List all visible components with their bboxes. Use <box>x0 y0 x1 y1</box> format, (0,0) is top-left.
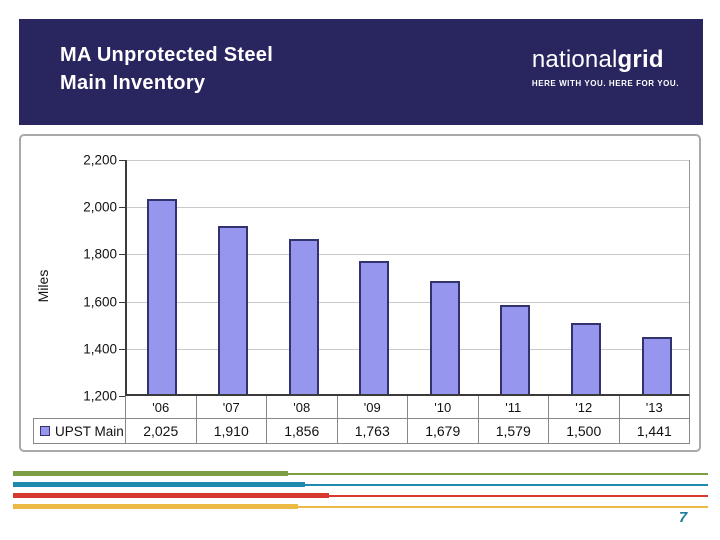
decorative-line-red <box>13 493 708 498</box>
bar-07 <box>217 226 248 394</box>
decorative-line-thin-segment <box>288 472 708 475</box>
slide-title-line1: MA Unprotected Steel <box>60 44 274 66</box>
x-category-label: '10 <box>408 396 479 418</box>
table-value-cell: 1,763 <box>338 419 408 443</box>
x-category-label: '11 <box>479 396 549 418</box>
bar-11 <box>500 304 531 394</box>
y-axis-tick-label: 2,200 <box>83 152 117 168</box>
gridline <box>127 160 689 161</box>
slide-title: MA Unprotected Steel Main Inventory <box>60 41 273 97</box>
logo-wordmark: nationalgrid <box>532 47 679 73</box>
decorative-line-thin-segment <box>329 494 708 497</box>
gridline <box>127 254 689 256</box>
slide-title-line2: Main Inventory <box>60 72 206 94</box>
bar-06 <box>147 199 178 394</box>
y-axis-tick-label: 1,800 <box>83 246 117 262</box>
decorative-line-thick-segment <box>13 493 329 498</box>
decorative-line-thin-segment <box>305 483 708 486</box>
x-category-label: '13 <box>620 396 690 418</box>
chart-container: Miles 2,200 2,000 1,800 1,600 1,400 1,200 '06… <box>19 134 701 452</box>
y-axis-tick-label: 1,600 <box>83 294 117 310</box>
y-axis-tick-mark <box>119 396 125 397</box>
decorative-line-yellow <box>13 504 708 509</box>
decorative-line-thin-segment <box>298 505 708 508</box>
bar-09 <box>359 261 390 394</box>
gridline <box>127 207 689 209</box>
national-grid-logo: nationalgrid HERE WITH YOU. HERE FOR YOU… <box>531 47 679 89</box>
bar-10 <box>429 280 460 394</box>
bar-08 <box>288 239 319 394</box>
bar-12 <box>571 323 602 394</box>
page-number: 7 <box>678 509 688 526</box>
table-value-cell: 1,500 <box>549 419 620 443</box>
gridline <box>127 301 689 303</box>
x-category-label: '07 <box>197 396 267 418</box>
y-axis-tick-label: 1,400 <box>83 341 117 357</box>
table-value-cell: 1,856 <box>267 419 338 443</box>
table-value-cell: 1,679 <box>408 419 479 443</box>
legend-cell: UPST Main <box>34 419 126 443</box>
x-category-label: '09 <box>338 396 408 418</box>
legend-series-label: UPST Main <box>55 423 124 439</box>
table-value-cell: 1,579 <box>479 419 549 443</box>
decorative-line-green <box>13 471 708 476</box>
table-value-cell: 1,910 <box>197 419 267 443</box>
y-axis-tick-mark <box>119 254 125 256</box>
logo-word-grid: grid <box>617 46 664 73</box>
y-axis-tick-label: 2,000 <box>83 199 117 215</box>
x-axis-category-row: '06'07'08'09'10'11'12'13 <box>125 396 690 418</box>
data-table-row: UPST Main 2,025 1,910 1,856 1,763 1,679 1,579… <box>33 418 690 444</box>
y-axis-tick-mark <box>119 160 125 161</box>
legend-swatch-icon <box>40 426 50 436</box>
decorative-line-thick-segment <box>13 482 305 487</box>
logo-tagline: HERE WITH YOU. HERE FOR YOU. <box>531 79 679 88</box>
gridline <box>127 348 689 350</box>
slide-header: MA Unprotected Steel Main Inventory nati… <box>19 19 703 125</box>
table-value-cell: 1,441 <box>636 423 672 439</box>
y-axis-tick-mark <box>119 301 125 303</box>
x-category-label: '08 <box>267 396 338 418</box>
y-axis-tick-label: 1,200 <box>83 388 117 404</box>
bar-13 <box>641 337 672 394</box>
y-axis-tick-mark <box>119 348 125 350</box>
logo-word-national: national <box>531 46 618 73</box>
decorative-line-thick-segment <box>13 504 298 509</box>
plot-area <box>119 160 690 397</box>
table-value-cell: 2,025 <box>126 419 197 443</box>
decorative-line-blue <box>13 482 708 487</box>
decorative-line-thick-segment <box>13 471 288 476</box>
y-axis-tick-mark <box>119 207 125 209</box>
x-category-label: '06 <box>126 396 197 418</box>
x-category-label: '12 <box>549 396 620 418</box>
